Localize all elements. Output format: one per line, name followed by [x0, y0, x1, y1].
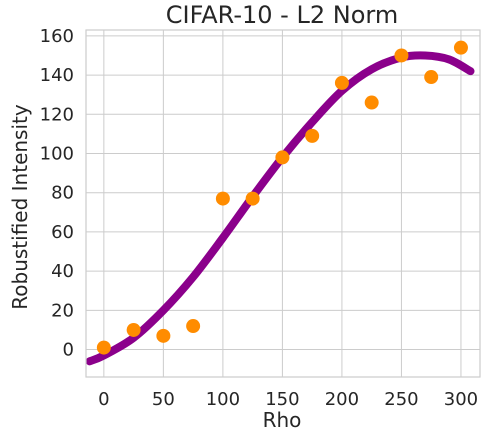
- data-point: [215, 191, 230, 206]
- y-tick-label: 160: [40, 26, 74, 47]
- x-tick-label: 0: [98, 389, 109, 410]
- y-tick-label: 80: [51, 183, 74, 204]
- y-axis-ticks: 0 20 40 60 80 100 120 140 160: [40, 26, 74, 361]
- x-tick-label: 200: [325, 389, 359, 410]
- fit-curve-layer: [85, 51, 475, 366]
- y-tick-label: 100: [40, 144, 74, 165]
- x-axis-ticks: 0 50 100 150 200 250 300: [98, 389, 478, 410]
- fit-curve: [85, 51, 475, 366]
- y-tick-label: 120: [40, 104, 74, 125]
- data-point: [186, 319, 201, 334]
- y-tick-label: 0: [63, 340, 74, 361]
- y-tick-label: 20: [51, 300, 74, 321]
- data-points-layer: [96, 40, 468, 355]
- plot-frame: [85, 29, 481, 378]
- chart-title: CIFAR-10 - L2 Norm: [166, 1, 398, 29]
- data-point: [245, 191, 260, 206]
- data-point: [453, 40, 468, 55]
- x-tick-label: 50: [152, 389, 175, 410]
- data-point: [305, 128, 320, 143]
- data-point: [96, 340, 111, 355]
- data-point: [424, 70, 439, 85]
- y-tick-label: 60: [51, 222, 74, 243]
- y-axis-label: Robustified Intensity: [8, 104, 32, 310]
- x-tick-label: 150: [265, 389, 299, 410]
- data-point: [156, 328, 171, 343]
- data-point: [394, 48, 409, 63]
- x-axis-label: Rho: [263, 408, 302, 432]
- data-point: [126, 322, 141, 337]
- data-point: [364, 95, 379, 110]
- y-tick-label: 40: [51, 261, 74, 282]
- x-tick-label: 300: [444, 389, 478, 410]
- x-tick-label: 250: [384, 389, 418, 410]
- y-tick-label: 140: [40, 65, 74, 86]
- data-point: [334, 75, 349, 90]
- x-tick-label: 100: [206, 389, 240, 410]
- data-point: [275, 150, 290, 165]
